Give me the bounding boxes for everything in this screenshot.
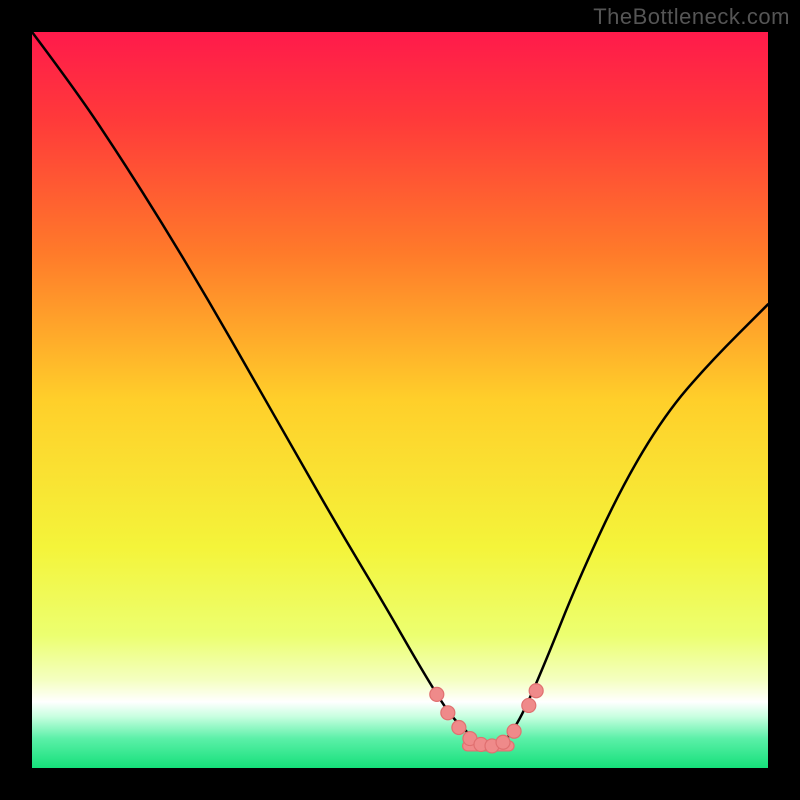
optimum-marker xyxy=(452,721,466,735)
optimum-marker xyxy=(430,687,444,701)
optimum-marker xyxy=(496,735,510,749)
plot-background xyxy=(32,32,768,768)
optimum-marker xyxy=(529,684,543,698)
optimum-marker xyxy=(441,706,455,720)
optimum-marker xyxy=(522,698,536,712)
bottleneck-chart xyxy=(0,0,800,800)
optimum-marker xyxy=(507,724,521,738)
chart-stage: TheBottleneck.com xyxy=(0,0,800,800)
watermark-text: TheBottleneck.com xyxy=(593,4,790,30)
